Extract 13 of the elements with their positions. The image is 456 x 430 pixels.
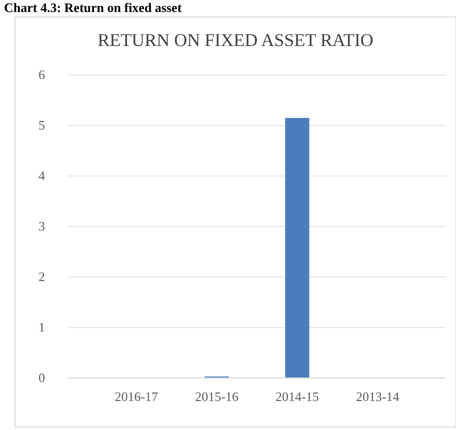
y-tick-label: 4 [38, 168, 46, 184]
x-tick-label: 2013-14 [356, 389, 400, 404]
y-tick-label: 2 [38, 269, 45, 284]
x-tick-label: 2016-17 [114, 389, 159, 404]
x-tick-label: 2015-16 [195, 389, 239, 404]
y-tick-label: 5 [38, 118, 45, 133]
y-tick-label: 0 [38, 370, 45, 386]
y-tick-label: 6 [38, 67, 46, 82]
y-tick-label: 3 [38, 218, 45, 234]
chart-title: RETURN ON FIXED ASSET RATIO [98, 30, 374, 50]
caption: Chart 4.3: Return on fixed asset [4, 0, 182, 15]
x-tick-label: 2014-15 [276, 389, 319, 404]
y-tick-label: 1 [38, 320, 45, 335]
